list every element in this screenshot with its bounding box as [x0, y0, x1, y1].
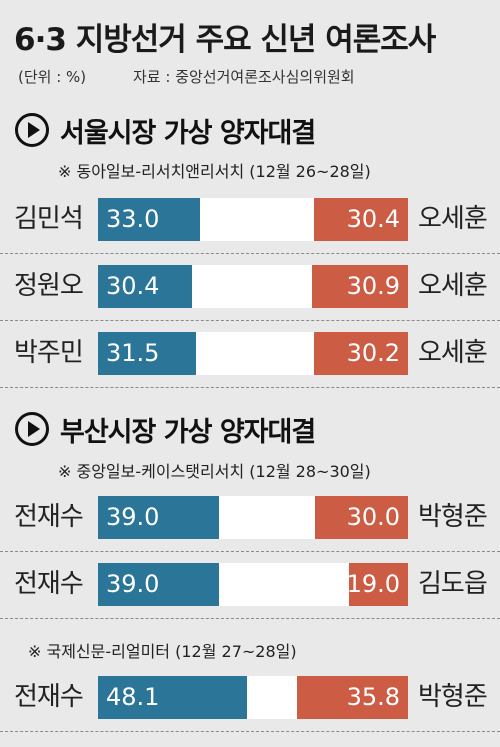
right-bar: 35.8 — [297, 676, 408, 719]
right-candidate-name: 오세훈 — [418, 204, 488, 234]
left-bar: 31.5 — [98, 332, 196, 375]
right-value-label: 30.0 — [346, 503, 400, 531]
left-bar: 33.0 — [98, 198, 201, 241]
left-bar: 30.4 — [98, 265, 193, 308]
bar-track: 39.0 30.0 — [98, 496, 408, 539]
left-candidate-name: 정원오 — [14, 271, 84, 301]
row-divider — [0, 253, 500, 254]
left-candidate-name: 전재수 — [14, 569, 84, 599]
left-bar: 39.0 — [98, 496, 219, 539]
left-value-label: 39.0 — [106, 570, 160, 598]
right-value-label: 19.0 — [346, 570, 400, 598]
play-circle-icon — [15, 412, 49, 446]
left-value-label: 33.0 — [106, 205, 160, 233]
left-candidate-name: 전재수 — [14, 682, 84, 712]
source-label: 자료 : 중앙선거여론조사심의위원회 — [133, 68, 355, 86]
right-candidate-name: 김도읍 — [418, 569, 488, 599]
left-candidate-name: 박주민 — [14, 338, 84, 368]
poll-source-note: ※ 중앙일보-케이스탯리서치 (12월 28~30일) — [58, 462, 371, 481]
left-value-label: 48.1 — [106, 683, 160, 711]
matchup-row: 전재수 39.0 30.0 박형준 — [0, 482, 500, 552]
right-value-label: 35.8 — [346, 683, 400, 711]
bar-track: 39.0 19.0 — [98, 563, 408, 606]
right-candidate-name: 박형준 — [418, 502, 488, 532]
row-divider — [0, 731, 500, 732]
section-header: 부산시장 가상 양자대결 — [14, 409, 316, 449]
right-candidate-name: 박형준 — [418, 682, 488, 712]
bar-track: 48.1 35.8 — [98, 676, 408, 719]
left-candidate-name: 김민석 — [14, 204, 84, 234]
chart-title: 6·3 지방선거 주요 신년 여론조사 — [14, 22, 436, 58]
bar-track: 31.5 30.2 — [98, 332, 408, 375]
left-candidate-name: 전재수 — [14, 502, 84, 532]
matchup-row: 정원오 30.4 30.9 오세훈 — [0, 251, 500, 321]
right-value-label: 30.4 — [346, 205, 400, 233]
left-value-label: 31.5 — [106, 339, 160, 367]
right-bar: 30.9 — [312, 265, 408, 308]
section-title: 부산시장 가상 양자대결 — [60, 416, 316, 448]
row-divider — [0, 320, 500, 321]
right-bar: 30.4 — [313, 198, 408, 241]
left-bar: 48.1 — [98, 676, 248, 719]
bar-track: 30.4 30.9 — [98, 265, 408, 308]
row-divider — [0, 551, 500, 552]
right-bar: 30.0 — [315, 496, 408, 539]
matchup-row: 김민석 33.0 30.4 오세훈 — [0, 184, 500, 254]
play-circle-icon — [15, 113, 49, 147]
right-value-label: 30.9 — [346, 272, 400, 300]
matchup-row: 전재수 48.1 35.8 박형준 — [0, 662, 500, 732]
matchup-row: 전재수 39.0 19.0 김도읍 — [0, 549, 500, 619]
right-bar: 30.2 — [314, 332, 408, 375]
right-value-label: 30.2 — [346, 339, 400, 367]
section-title: 서울시장 가상 양자대결 — [60, 117, 316, 149]
poll-source-note: ※ 국제신문-리얼미터 (12월 27~28일) — [28, 642, 297, 661]
row-divider — [0, 387, 500, 388]
matchup-row: 박주민 31.5 30.2 오세훈 — [0, 318, 500, 388]
right-candidate-name: 오세훈 — [418, 271, 488, 301]
right-candidate-name: 오세훈 — [418, 338, 488, 368]
unit-label: (단위 : %) — [18, 68, 87, 86]
right-bar: 19.0 — [346, 563, 408, 606]
bar-track: 33.0 30.4 — [98, 198, 408, 241]
left-value-label: 39.0 — [106, 503, 160, 531]
left-bar: 39.0 — [98, 563, 219, 606]
left-value-label: 30.4 — [106, 272, 160, 300]
section-header: 서울시장 가상 양자대결 — [14, 110, 316, 150]
poll-source-note: ※ 동아일보-리서치앤리서치 (12월 26~28일) — [58, 162, 371, 181]
row-divider — [0, 618, 500, 619]
